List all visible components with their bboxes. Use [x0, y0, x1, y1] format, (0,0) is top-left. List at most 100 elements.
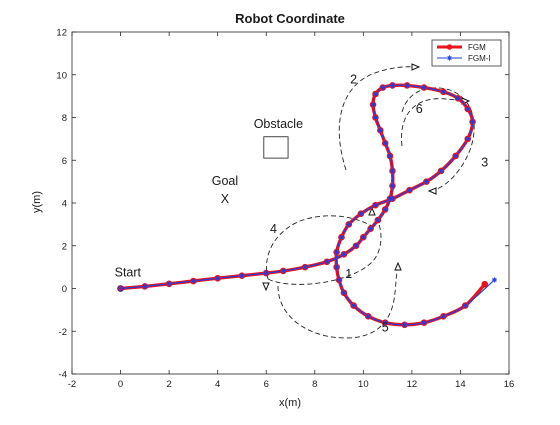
- fgm-i-point: [372, 202, 379, 208]
- asterisk-stroke: [390, 183, 395, 189]
- x-tick-label: 4: [215, 379, 220, 390]
- fgm-i-point: [406, 187, 413, 193]
- fgm-i-point: [438, 168, 444, 174]
- asterisk-stroke: [166, 281, 172, 286]
- y-tick-label: 2: [62, 241, 67, 252]
- fgm-i-point: [351, 303, 357, 309]
- annotation-label: 2: [350, 72, 357, 86]
- fgm-point: [481, 280, 489, 288]
- direction-arrowhead: [394, 261, 402, 271]
- asterisk-stroke: [492, 277, 497, 283]
- asterisk-stroke: [378, 128, 383, 133]
- legend-fgm-i-marker: [446, 55, 453, 61]
- start-marker: [117, 285, 124, 292]
- x-tick-label: 0: [118, 379, 123, 390]
- y-axis-label: y(m): [31, 191, 43, 213]
- fgm-i-point: [389, 183, 396, 189]
- asterisk-stroke: [341, 290, 347, 295]
- y-tick-label: 4: [62, 199, 67, 210]
- asterisk-stroke: [353, 243, 359, 248]
- asterisk-stroke: [302, 264, 308, 270]
- direction-guide-dashed-arc: [277, 265, 399, 339]
- x-tick-label: 10: [358, 379, 369, 390]
- fgm-i-point: [421, 84, 427, 91]
- asterisk-stroke: [358, 211, 364, 216]
- asterisk-stroke: [390, 168, 395, 174]
- fgm-i-point: [263, 270, 269, 276]
- asterisk-stroke: [239, 273, 245, 278]
- asterisk-stroke: [215, 276, 220, 281]
- direction-arrowhead: [262, 282, 270, 292]
- asterisk-stroke: [373, 115, 378, 120]
- direction-arrowhead: [411, 63, 421, 71]
- direction-guide-dashed-arc: [401, 87, 475, 192]
- fgm-i-point: [423, 179, 430, 185]
- asterisk-stroke: [351, 303, 356, 308]
- y-tick-label: 10: [56, 70, 67, 81]
- annotation-label: Start: [115, 266, 142, 280]
- fgm-i-point: [338, 234, 345, 240]
- fgm-i-point: [334, 264, 340, 270]
- y-tick-label: -4: [59, 370, 67, 381]
- annotation-label: Obstacle: [254, 117, 303, 131]
- direction-guide-dashed-arc: [338, 66, 417, 171]
- fgm-i-point: [375, 217, 381, 223]
- fgm-i-point: [465, 136, 471, 142]
- fgm-i-point: [341, 290, 347, 296]
- fgm-i-point: [382, 320, 388, 326]
- asterisk-stroke: [383, 320, 388, 325]
- direction-arrowhead: [368, 206, 376, 216]
- annotation-label: 3: [481, 156, 488, 170]
- direction-guide-dashed-arc: [267, 211, 382, 285]
- asterisk-stroke: [370, 102, 376, 107]
- fgm-i-point: [372, 114, 379, 121]
- fgm-i-point: [389, 82, 396, 89]
- annotation-label: X: [221, 192, 230, 206]
- fgm-i-point: [404, 82, 410, 89]
- asterisk-stroke: [441, 89, 446, 94]
- x-tick-label: 16: [504, 379, 515, 390]
- asterisk-stroke: [383, 141, 388, 146]
- asterisk-stroke: [324, 259, 330, 264]
- obstacle-box: [263, 136, 289, 159]
- asterisk-stroke: [441, 314, 446, 319]
- fgm-i-point: [370, 102, 376, 108]
- asterisk-stroke: [341, 252, 347, 257]
- asterisk-stroke: [470, 119, 475, 124]
- fgm-i-point: [452, 153, 459, 159]
- fgm-i-point: [360, 234, 366, 240]
- asterisk-stroke: [264, 270, 269, 276]
- asterisk-stroke: [380, 85, 385, 90]
- asterisk-stroke: [375, 217, 381, 223]
- y-tick-label: 6: [62, 156, 67, 167]
- fgm-i-point: [462, 303, 468, 309]
- legend-fgm-label: FGM: [468, 43, 486, 52]
- y-tick-label: 12: [56, 28, 67, 39]
- asterisk-stroke: [438, 168, 444, 174]
- asterisk-stroke: [390, 83, 395, 88]
- fgm-i-point: [389, 196, 396, 202]
- direction-guide-dashed-arc: [401, 98, 467, 147]
- annotation-label: 1: [345, 267, 352, 281]
- asterisk-stroke: [142, 284, 147, 289]
- asterisk-stroke: [463, 303, 468, 308]
- plot-area: [71, 31, 510, 375]
- fgm-i-point: [166, 281, 172, 287]
- asterisk-stroke: [373, 91, 378, 97]
- asterisk-stroke: [390, 196, 395, 201]
- x-tick-label: 6: [264, 379, 269, 390]
- fgm-i-point: [421, 320, 427, 326]
- fgm-i-point: [380, 84, 386, 91]
- asterisk-stroke: [373, 202, 378, 208]
- asterisk-stroke: [421, 320, 427, 325]
- x-tick-label: 12: [407, 379, 418, 390]
- fgm-i-point: [382, 206, 388, 213]
- annotation-label: 4: [270, 222, 277, 236]
- y-tick-label: -2: [59, 327, 67, 338]
- fgm-i-point: [358, 211, 364, 217]
- asterisk-stroke: [465, 136, 470, 142]
- fgm-i-point: [455, 95, 461, 101]
- fgm-i-point: [142, 283, 148, 289]
- asterisk-stroke: [191, 278, 196, 284]
